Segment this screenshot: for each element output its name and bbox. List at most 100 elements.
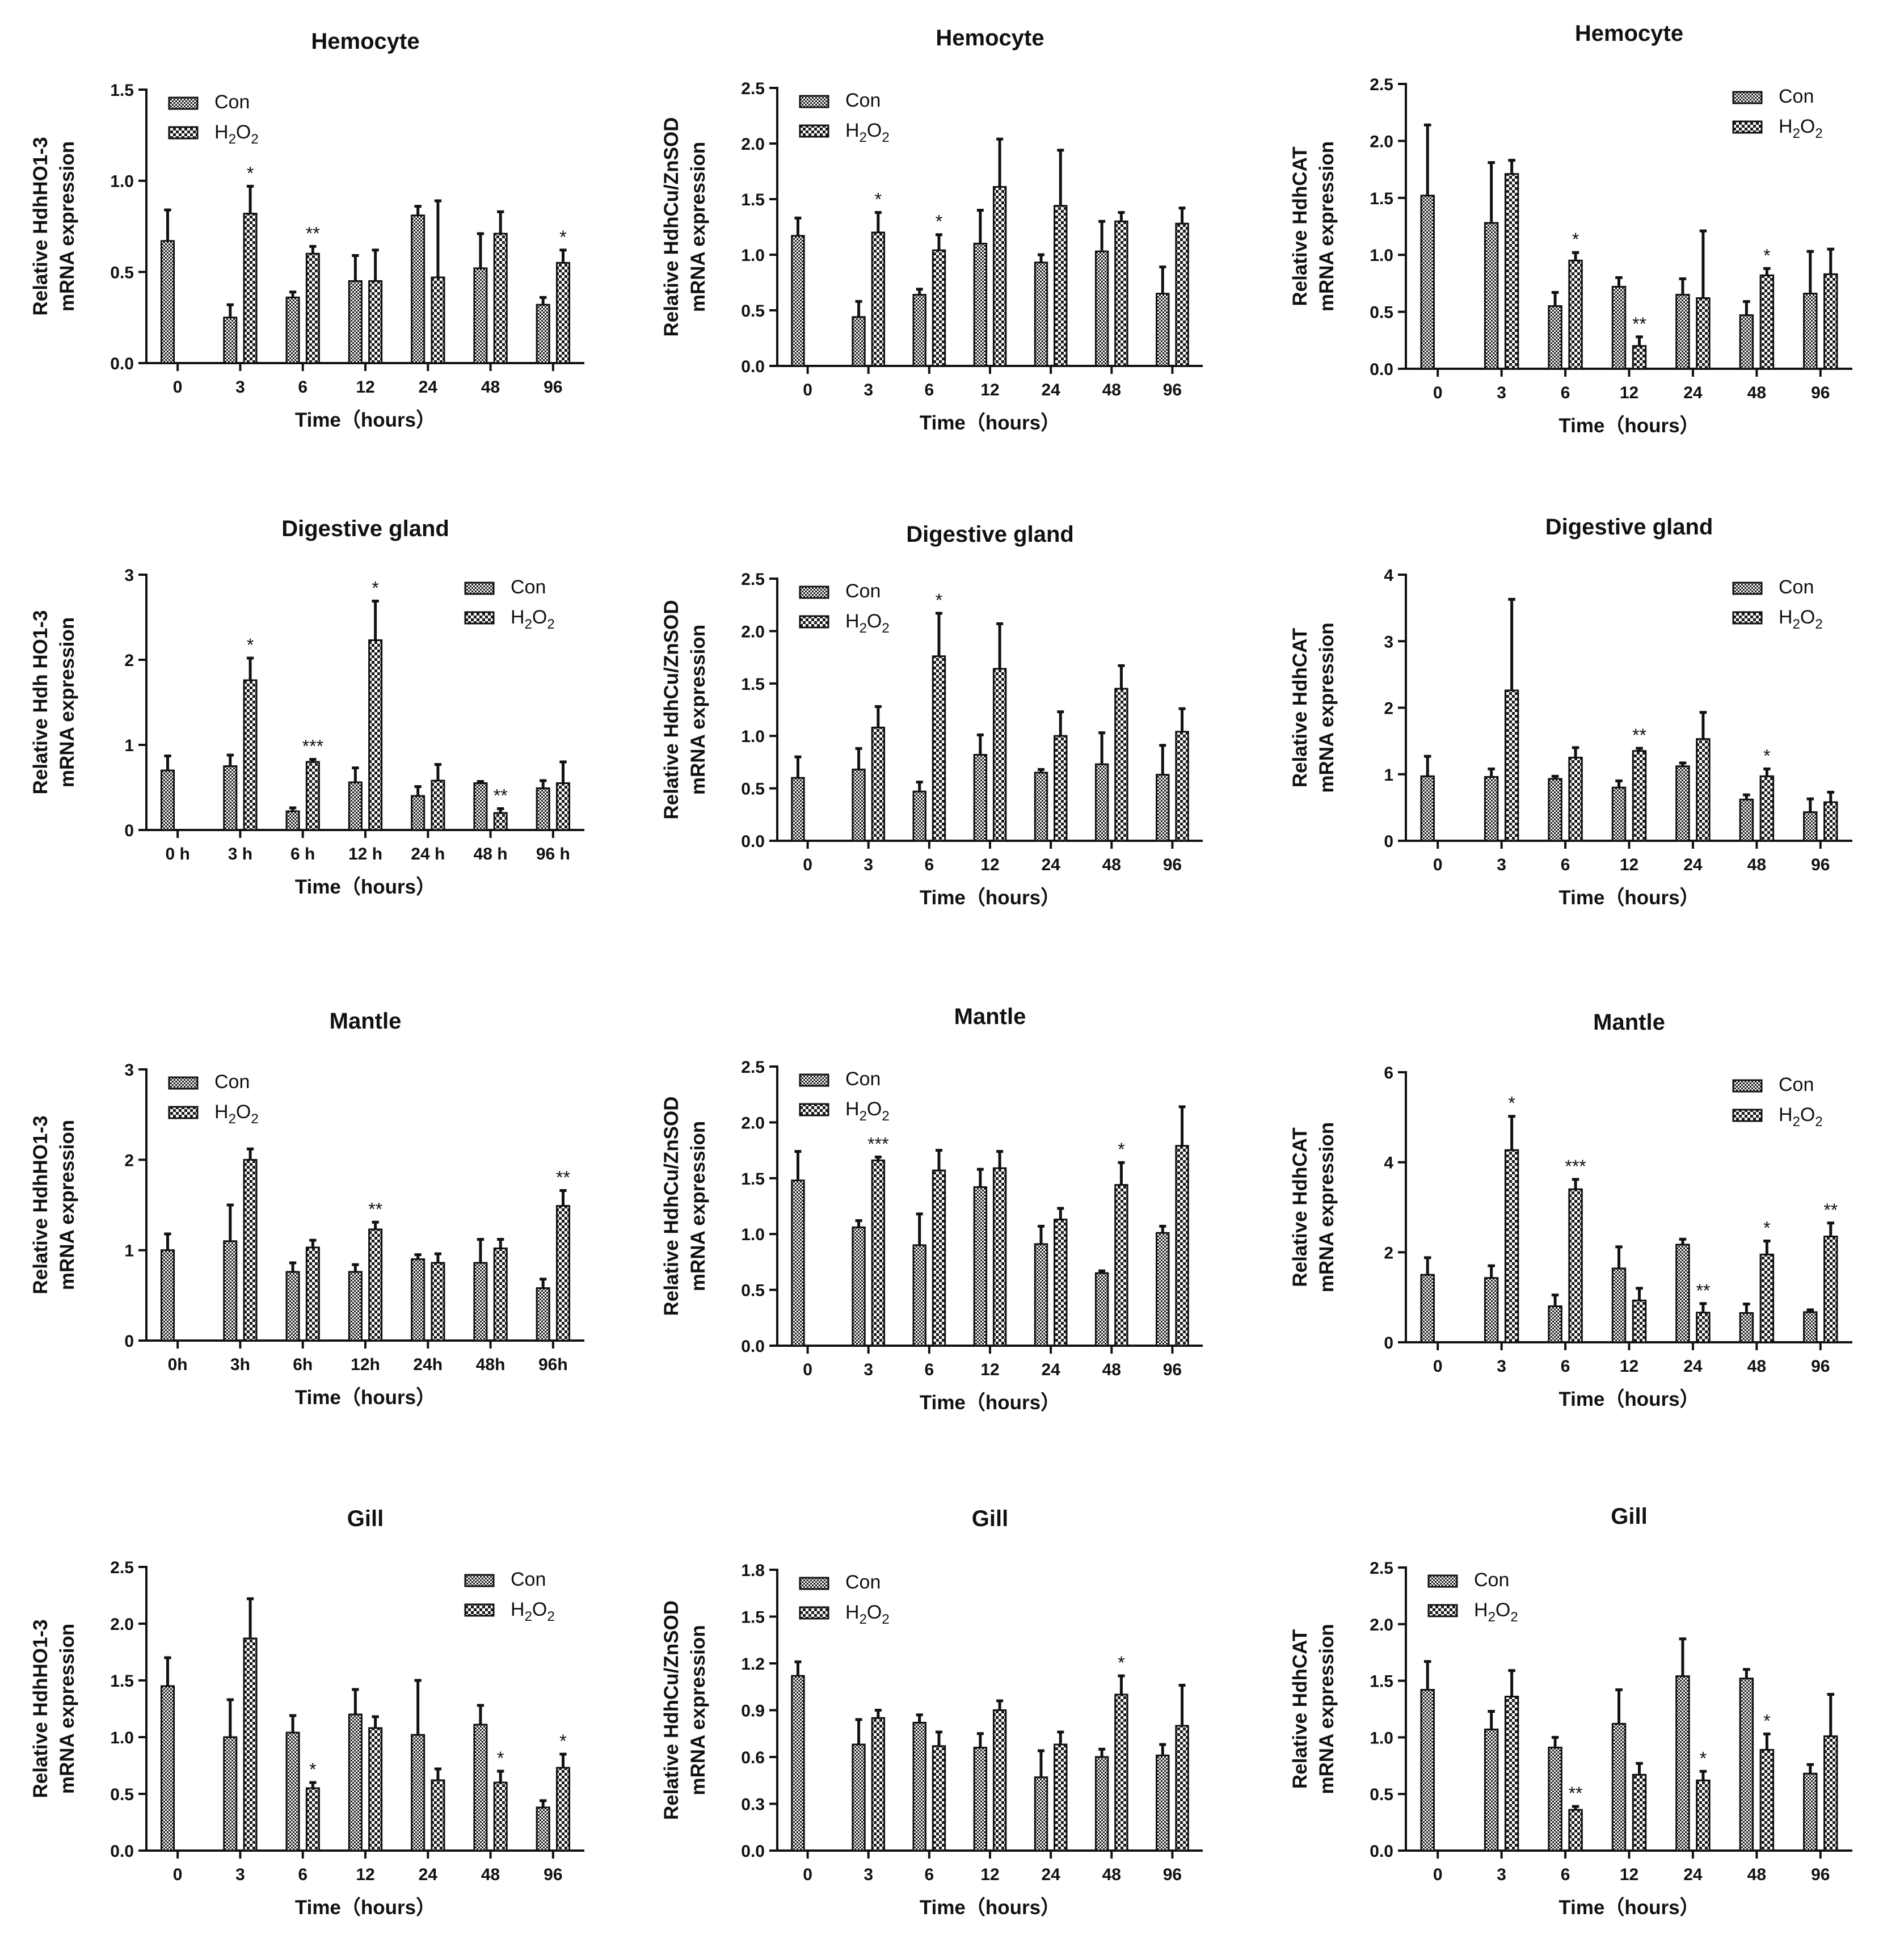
chart-title: Digestive gland: [281, 516, 449, 541]
y-axis-label-line1: Relative HdhCAT: [1289, 1629, 1311, 1789]
bar-h2o2: [1823, 1735, 1838, 1852]
y-tick-label: 1: [1384, 766, 1393, 785]
bar-con: [1420, 195, 1435, 370]
chart-title: Digestive gland: [906, 522, 1074, 547]
legend-label-con: Con: [214, 1071, 250, 1093]
legend-swatch-h2o2: [1732, 611, 1763, 625]
bar-h2o2: [305, 252, 320, 364]
bar-con: [1739, 798, 1754, 842]
bar-con: [852, 1226, 866, 1347]
legend-label-con: Con: [511, 576, 546, 598]
x-tick-label: 6: [1561, 1865, 1570, 1884]
bar-con: [1156, 1232, 1170, 1347]
bar-h2o2: [1632, 345, 1647, 370]
chart-panel-1: Hemocyte 0.0 0.5 1.0 1.5 0 3 * 6 ** 12 24 48 96 * Time（…: [30, 29, 584, 431]
bar-con: [536, 787, 550, 831]
bar-con: [1803, 292, 1818, 370]
legend-label-con: Con: [1474, 1569, 1509, 1591]
x-tick-label: 24: [1041, 1865, 1060, 1884]
x-tick-label: 96: [1163, 1865, 1182, 1884]
x-tick-label: 0: [1433, 856, 1443, 874]
y-tick-label: 0.5: [741, 1282, 765, 1300]
significance-mark: ***: [1565, 1156, 1586, 1177]
legend-label-con: Con: [845, 580, 881, 602]
y-tick-label: 1.5: [741, 1170, 765, 1189]
chart-panel-5: Digestive gland 0.0 0.5 1.0 1.5 2.0 2.5 0 3 6 * 12 2…: [660, 522, 1203, 909]
x-tick-label: 12: [356, 378, 374, 397]
bar-con: [1803, 811, 1818, 842]
legend-swatch-con: [1732, 91, 1763, 104]
bar-con: [973, 1747, 988, 1852]
bar-con: [1484, 776, 1499, 842]
y-tick-label: 1.0: [741, 727, 765, 746]
bar-h2o2: [932, 249, 946, 367]
y-tick-label: 3: [124, 566, 134, 585]
x-tick-label: 6: [1561, 1357, 1570, 1376]
legend-label-h2o2: H2O2: [511, 606, 555, 632]
bar-con: [1420, 1274, 1435, 1343]
chart-panel-4: Digestive gland 0 1 2 3 0 h 3 h * 6 h *** 12 h * 24 …: [30, 516, 584, 898]
legend: Con H2O2: [1732, 86, 1823, 141]
bar-con: [791, 777, 805, 842]
y-tick-label: 0.0: [110, 1842, 134, 1861]
legend: Con H2O2: [799, 580, 890, 636]
bar-h2o2: [493, 812, 508, 831]
bar-con: [348, 280, 363, 364]
bar-h2o2: [555, 1767, 571, 1852]
y-axis-label-line1: Relative HdhCAT: [1289, 146, 1311, 306]
chart-title: Gill: [972, 1506, 1008, 1531]
legend-label-h2o2: H2O2: [214, 121, 259, 147]
bar-con: [1611, 1267, 1627, 1343]
bar-con: [411, 1734, 426, 1852]
significance-mark: *: [309, 1759, 316, 1780]
x-axis-label: Time（hours）: [1558, 887, 1699, 909]
y-axis-label-line2: mRNA expression: [56, 1624, 78, 1794]
bar-h2o2: [1175, 1145, 1189, 1347]
y-tick-label: 2.0: [1370, 1616, 1393, 1634]
bar-h2o2: [431, 1262, 445, 1342]
bar-h2o2: [1759, 274, 1775, 370]
bar-h2o2: [493, 233, 508, 364]
significance-mark: *: [559, 1731, 566, 1751]
y-tick-label: 1.2: [741, 1655, 765, 1674]
y-axis-label-line2: mRNA expression: [687, 625, 709, 795]
bar-h2o2: [932, 655, 946, 842]
x-tick-label: 12h: [351, 1355, 380, 1374]
y-tick-label: 2: [1384, 1244, 1393, 1262]
bar-con: [285, 810, 300, 831]
y-axis-label-line1: Relative HdhCu/ZnSOD: [660, 1600, 683, 1820]
bar-con: [160, 1685, 175, 1852]
bar-h2o2: [431, 780, 445, 831]
legend-swatch-con: [168, 1076, 199, 1090]
legend-label-con: Con: [511, 1569, 546, 1590]
y-tick-label: 2.5: [741, 1058, 765, 1077]
bar-con: [348, 1713, 363, 1852]
bar-con: [473, 1262, 488, 1342]
legend: Con H2O2: [799, 90, 890, 145]
chart-title: Gill: [347, 1506, 384, 1531]
bar-con: [1420, 775, 1435, 842]
x-axis-label: Time（hours）: [295, 409, 436, 431]
y-axis-label-line2: mRNA expression: [56, 1120, 78, 1290]
x-tick-label: 24: [419, 378, 438, 397]
bar-h2o2: [305, 761, 320, 831]
significance-mark: *: [1508, 1093, 1515, 1114]
x-tick-label: 0 h: [165, 845, 189, 863]
bar-con: [912, 790, 926, 842]
bar-h2o2: [1696, 1312, 1711, 1343]
legend: Con H2O2: [799, 1571, 890, 1627]
bar-h2o2: [368, 1727, 383, 1852]
legend: Con H2O2: [168, 1071, 259, 1127]
x-axis-label: Time（hours）: [920, 412, 1060, 434]
x-tick-label: 12: [1620, 384, 1638, 402]
y-tick-label: 1.0: [110, 1729, 134, 1747]
x-tick-label: 3: [1497, 1357, 1506, 1376]
x-tick-label: 3 h: [228, 845, 252, 863]
x-tick-label: 0: [803, 381, 812, 399]
bar-con: [973, 242, 988, 367]
bar-con: [160, 1249, 175, 1342]
x-tick-label: 96: [1163, 381, 1182, 399]
bar-h2o2: [1504, 689, 1519, 842]
